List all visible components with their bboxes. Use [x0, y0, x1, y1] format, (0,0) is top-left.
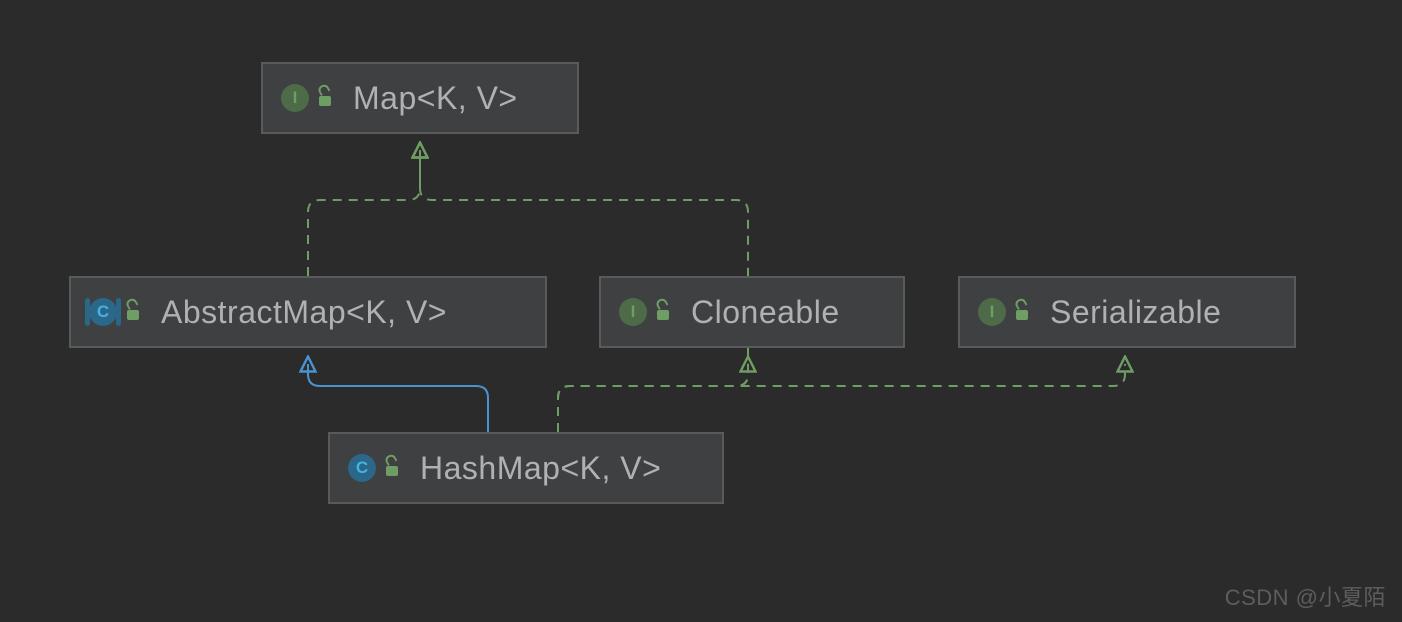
edge-hashmap-serializable — [558, 364, 1125, 432]
edge-abstractmap-map — [308, 150, 420, 276]
lock-icon — [1014, 304, 1030, 320]
node-abstractmap[interactable]: C AbstractMap<K, V> — [69, 276, 547, 348]
edge-hashmap-cloneable — [558, 364, 748, 432]
lock-icon — [384, 460, 400, 476]
node-serializable[interactable]: I Serializable — [958, 276, 1296, 348]
watermark: CSDN @小夏陌 — [1225, 580, 1386, 612]
node-label: HashMap<K, V> — [420, 450, 661, 487]
node-label: Map<K, V> — [353, 80, 518, 117]
node-cloneable[interactable]: I Cloneable — [599, 276, 905, 348]
edge-hashmap-abstractmap — [308, 364, 488, 432]
node-hashmap[interactable]: C HashMap<K, V> — [328, 432, 724, 504]
abstract-class-icon: C — [89, 298, 117, 326]
interface-icon: I — [619, 298, 647, 326]
lock-icon — [655, 304, 671, 320]
node-label: Serializable — [1050, 294, 1221, 331]
node-map[interactable]: I Map<K, V> — [261, 62, 579, 134]
lock-icon — [317, 90, 333, 106]
interface-icon: I — [281, 84, 309, 112]
lock-icon — [125, 304, 141, 320]
class-icon: C — [348, 454, 376, 482]
interface-icon: I — [978, 298, 1006, 326]
node-label: Cloneable — [691, 294, 840, 331]
node-label: AbstractMap<K, V> — [161, 294, 447, 331]
